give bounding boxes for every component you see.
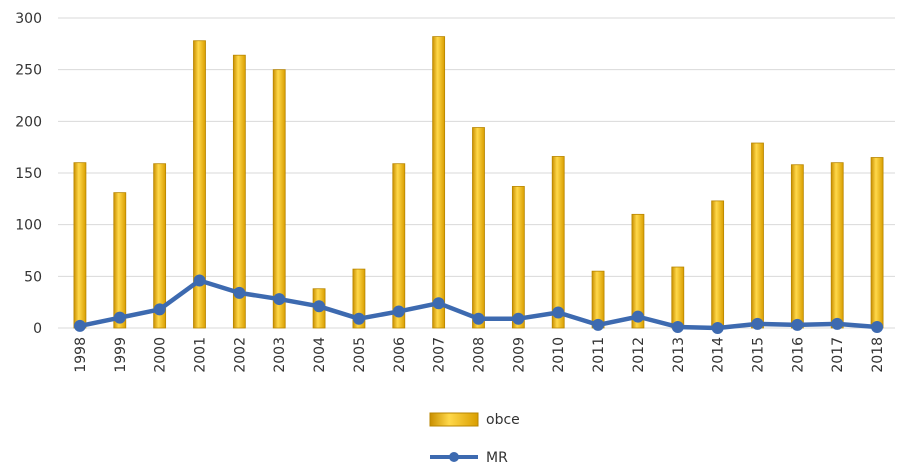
point-mr-2010 — [552, 306, 565, 319]
x-tick-label: 2003 — [272, 337, 288, 373]
x-tick-label: 2017 — [830, 337, 846, 373]
obce-bars — [73, 36, 884, 329]
x-tick-label: 2001 — [193, 337, 209, 373]
bar-obce-2018 — [870, 157, 884, 329]
y-tick-label: 100 — [15, 218, 42, 234]
point-mr-2013 — [671, 320, 684, 333]
x-tick-label: 2000 — [153, 337, 169, 373]
point-mr-2009 — [512, 312, 525, 325]
x-axis: 1998 1999 2000 2001 2002 2003 2004 2005 2006 2007… — [73, 337, 886, 373]
x-tick-label: 2008 — [472, 337, 488, 373]
y-tick-label: 300 — [15, 11, 42, 27]
y-tick-label: 200 — [15, 114, 42, 130]
bar-obce-2017 — [830, 162, 844, 329]
x-tick-label: 2018 — [870, 337, 886, 373]
bar-obce-2013 — [671, 266, 685, 329]
y-tick-label: 250 — [15, 63, 42, 79]
mr-line-series — [73, 274, 884, 334]
legend-item-obce: obce — [429, 412, 520, 428]
x-tick-label: 1999 — [113, 337, 129, 373]
bar-obce-2005 — [352, 268, 366, 329]
bar-obce-2000 — [153, 163, 167, 329]
point-mr-2015 — [751, 317, 764, 330]
x-tick-label: 2002 — [232, 337, 248, 373]
legend: obce MR — [429, 412, 520, 466]
bar-obce-2009 — [511, 186, 525, 329]
y-tick-label: 50 — [24, 269, 42, 285]
point-mr-1998 — [73, 319, 86, 332]
x-tick-label: 2014 — [711, 337, 727, 373]
point-mr-2006 — [392, 305, 405, 318]
point-mr-2005 — [352, 312, 365, 325]
x-tick-label: 2010 — [551, 337, 567, 373]
point-mr-2018 — [871, 320, 884, 333]
point-mr-2004 — [313, 300, 326, 313]
point-mr-2016 — [791, 318, 804, 331]
legend-label-mr: MR — [486, 450, 508, 466]
bar-obce-2014 — [711, 200, 725, 329]
legend-swatch-obce — [429, 412, 479, 427]
x-tick-label: 2016 — [790, 337, 806, 373]
point-mr-2014 — [711, 322, 724, 334]
point-mr-2002 — [233, 286, 246, 299]
bar-obce-2016 — [790, 164, 804, 329]
x-tick-label: 2015 — [751, 337, 767, 373]
bar-obce-2015 — [751, 142, 764, 329]
bar-obce-2007 — [432, 36, 446, 329]
legend-item-mr: MR — [430, 450, 508, 466]
x-tick-label: 2005 — [352, 337, 368, 373]
bar-obce-2012 — [631, 213, 645, 329]
point-mr-2011 — [592, 318, 605, 331]
bar-obce-2010 — [551, 156, 565, 329]
x-tick-label: 2004 — [312, 337, 328, 373]
x-tick-label: 1998 — [73, 337, 89, 373]
bar-obce-2006 — [392, 163, 406, 329]
legend-marker-mr — [449, 452, 459, 462]
x-tick-label: 2007 — [432, 337, 448, 373]
legend-label-obce: obce — [486, 412, 520, 428]
bar-obce-2002 — [232, 54, 246, 329]
x-tick-label: 2006 — [392, 337, 408, 373]
x-tick-label: 2009 — [511, 337, 527, 373]
x-tick-label: 2013 — [671, 337, 687, 373]
point-mr-1999 — [113, 311, 126, 324]
point-mr-2007 — [432, 297, 445, 310]
x-tick-label: 2012 — [631, 337, 647, 373]
point-mr-2003 — [273, 293, 286, 306]
y-tick-label: 0 — [33, 321, 42, 337]
bar-obce-2008 — [472, 127, 485, 329]
bar-obce-1998 — [73, 162, 87, 329]
point-mr-2008 — [472, 312, 485, 325]
bar-obce-2003 — [272, 69, 286, 329]
bar-obce-2001 — [193, 40, 206, 329]
y-axis: 0 50 100 150 200 250 300 — [15, 11, 42, 337]
point-mr-2000 — [153, 303, 166, 316]
point-mr-2017 — [831, 317, 844, 330]
point-mr-2012 — [631, 310, 644, 323]
x-tick-label: 2011 — [591, 337, 607, 373]
y-tick-label: 150 — [15, 166, 42, 182]
point-mr-2001 — [193, 274, 206, 287]
bar-obce-1999 — [113, 192, 127, 329]
